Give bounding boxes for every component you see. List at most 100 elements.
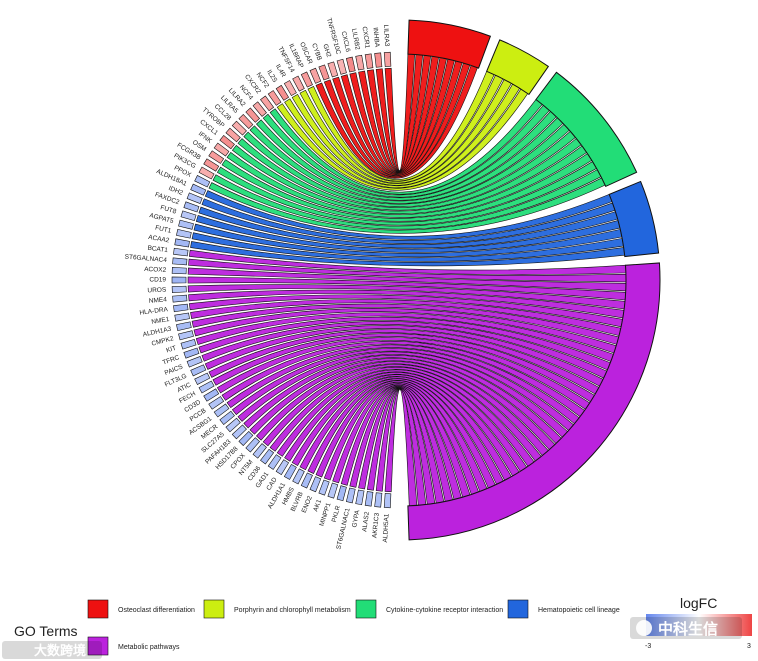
gene-label-UROS: UROS xyxy=(147,287,167,295)
watermark-right: 中科生信 xyxy=(630,617,742,639)
gene-box-NT5M xyxy=(252,443,267,459)
watermark-left-text: 大数跨境 xyxy=(34,643,86,659)
term-arc-2 xyxy=(535,71,638,188)
gene-label-LILRB2: LILRB2 xyxy=(350,28,361,51)
gene-label-AK1: AK1 xyxy=(312,498,323,512)
gene-box-ATIC xyxy=(194,372,211,385)
gene-box-ALDH1A3 xyxy=(176,321,192,331)
gene-box-ALDH5A1 xyxy=(383,493,392,509)
gene-box-KIT xyxy=(180,338,197,350)
term-arc-4 xyxy=(407,262,661,541)
gene-label-ALDH5A1: ALDH5A1 xyxy=(382,513,391,543)
legend-label-2: Cytokine-cytokine receptor interaction xyxy=(386,607,503,614)
colorbar-max: 3 xyxy=(747,643,751,650)
term-arc-0 xyxy=(407,19,492,69)
gene-label-LILRA3: LILRA3 xyxy=(382,25,390,47)
gene-label-CXCR1: CXCR1 xyxy=(361,26,371,49)
gene-label-NME1: NME1 xyxy=(151,316,170,326)
gene-label-AKR1C3: AKR1C3 xyxy=(371,512,380,538)
gene-box-NCF4 xyxy=(252,101,267,117)
gene-label-GYPA: GYPA xyxy=(351,509,361,528)
gene-box-IL2S xyxy=(275,84,290,101)
colorbar-gradient xyxy=(646,614,752,636)
gene-box-TYROBP xyxy=(225,127,241,143)
legend-swatch-0 xyxy=(87,599,109,619)
term-arc-3 xyxy=(608,180,660,258)
gene-box-TFRC xyxy=(183,347,200,359)
gene-box-AGPAT5 xyxy=(178,219,194,230)
gene-label-FUT8: FUT8 xyxy=(159,204,177,216)
gene-box-GAD1 xyxy=(267,454,282,470)
gene-box-FLT3LG xyxy=(190,364,207,377)
gene-label-CD19: CD19 xyxy=(149,277,166,284)
gene-box-ST6GALNAC4 xyxy=(172,257,188,266)
gene-box-CD3D xyxy=(203,388,220,402)
gene-box-PCCB xyxy=(208,396,225,410)
gene-label-KIT: KIT xyxy=(165,345,177,355)
gene-box-SLC27A5 xyxy=(225,417,241,433)
legend-title: GO Terms xyxy=(14,623,78,639)
gene-box-GH2 xyxy=(327,61,339,78)
gene-box-CXCR2 xyxy=(260,95,275,112)
gene-box-UROS xyxy=(171,285,187,293)
gene-box-MINPP1 xyxy=(327,482,339,499)
gene-label-ST6GALNAC4: ST6GALNAC4 xyxy=(124,254,167,265)
wechat-icon xyxy=(636,620,652,636)
gene-box-NME4 xyxy=(172,294,188,303)
logfc-colorbar: logFC -3 3 xyxy=(645,595,752,650)
gene-box-OSM xyxy=(208,150,225,164)
gene-box-LILRA3 xyxy=(383,51,392,67)
gene-box-CPOX xyxy=(245,437,260,453)
gene-box-CXCL6 xyxy=(345,56,356,73)
gene-box-LILRA2 xyxy=(245,107,260,123)
gene-box-AK1 xyxy=(318,479,330,496)
gene-box-ACSBG1 xyxy=(213,403,230,418)
gene-box-CMPK2 xyxy=(178,330,194,341)
gene-box-ACOX2 xyxy=(171,267,187,275)
gene-box-ENO2 xyxy=(309,476,322,493)
gene-box-TNFSF14 xyxy=(292,75,305,92)
legend: GO Terms Osteoclast differentiation Porph… xyxy=(14,599,620,656)
gene-box-CXCL1 xyxy=(219,135,235,150)
gene-box-ALAS2 xyxy=(364,491,374,507)
colorbar-title: logFC xyxy=(680,595,717,611)
gene-label-CXCL6: CXCL6 xyxy=(340,31,352,53)
gene-label-FUT1: FUT1 xyxy=(154,225,172,235)
gene-box-TNFRSF10C xyxy=(336,58,347,75)
gene-box-LILRA5 xyxy=(238,113,254,130)
legend-swatch-4 xyxy=(87,636,109,656)
gene-box-PAFAH1B3 xyxy=(231,424,247,440)
legend-swatch-3 xyxy=(507,599,529,619)
gene-box-FUT1 xyxy=(176,229,192,239)
colorbar-min: -3 xyxy=(645,643,651,650)
legend-label-4: Metabolic pathways xyxy=(118,644,180,651)
gene-box-CAD xyxy=(275,459,290,476)
gene-box-IL18RAP xyxy=(300,71,313,88)
gene-box-IFNK xyxy=(213,142,230,157)
watermark-right-text: 中科生信 xyxy=(658,620,718,638)
legend-label-3: Hematopoietic cell lineage xyxy=(538,607,620,614)
gene-label-HLA-DRA: HLA-DRA xyxy=(139,306,169,317)
gene-box-HSD17B8 xyxy=(238,430,254,447)
term-arcs xyxy=(407,19,661,541)
gene-box-IL4R xyxy=(283,80,297,97)
gene-box-ACAA2 xyxy=(174,238,190,248)
gene-box-ST6GALNAC1 xyxy=(345,487,356,504)
gene-box-LILRB2 xyxy=(355,54,365,71)
gene-box-NME1 xyxy=(174,312,190,322)
gene-box-HMBS xyxy=(292,468,305,485)
gene-label-PKLR: PKLR xyxy=(331,505,342,524)
gene-box-CD19 xyxy=(171,276,187,284)
gene-label-ALAS2: ALAS2 xyxy=(361,511,371,532)
gene-label-GH2: GH2 xyxy=(321,43,332,58)
gene-box-OSCAR xyxy=(309,67,322,84)
gene-box-ALDH1A1 xyxy=(283,463,297,480)
gene-box-FUT8 xyxy=(180,210,197,222)
chord-links xyxy=(187,53,627,507)
gene-box-MECR xyxy=(219,410,235,425)
watermark-left: 大数跨境 xyxy=(2,641,102,659)
gene-box-PIK3CG xyxy=(198,166,215,180)
gene-box-BCAT1 xyxy=(173,247,189,257)
legend-label-0: Osteoclast differentiation xyxy=(118,607,195,614)
